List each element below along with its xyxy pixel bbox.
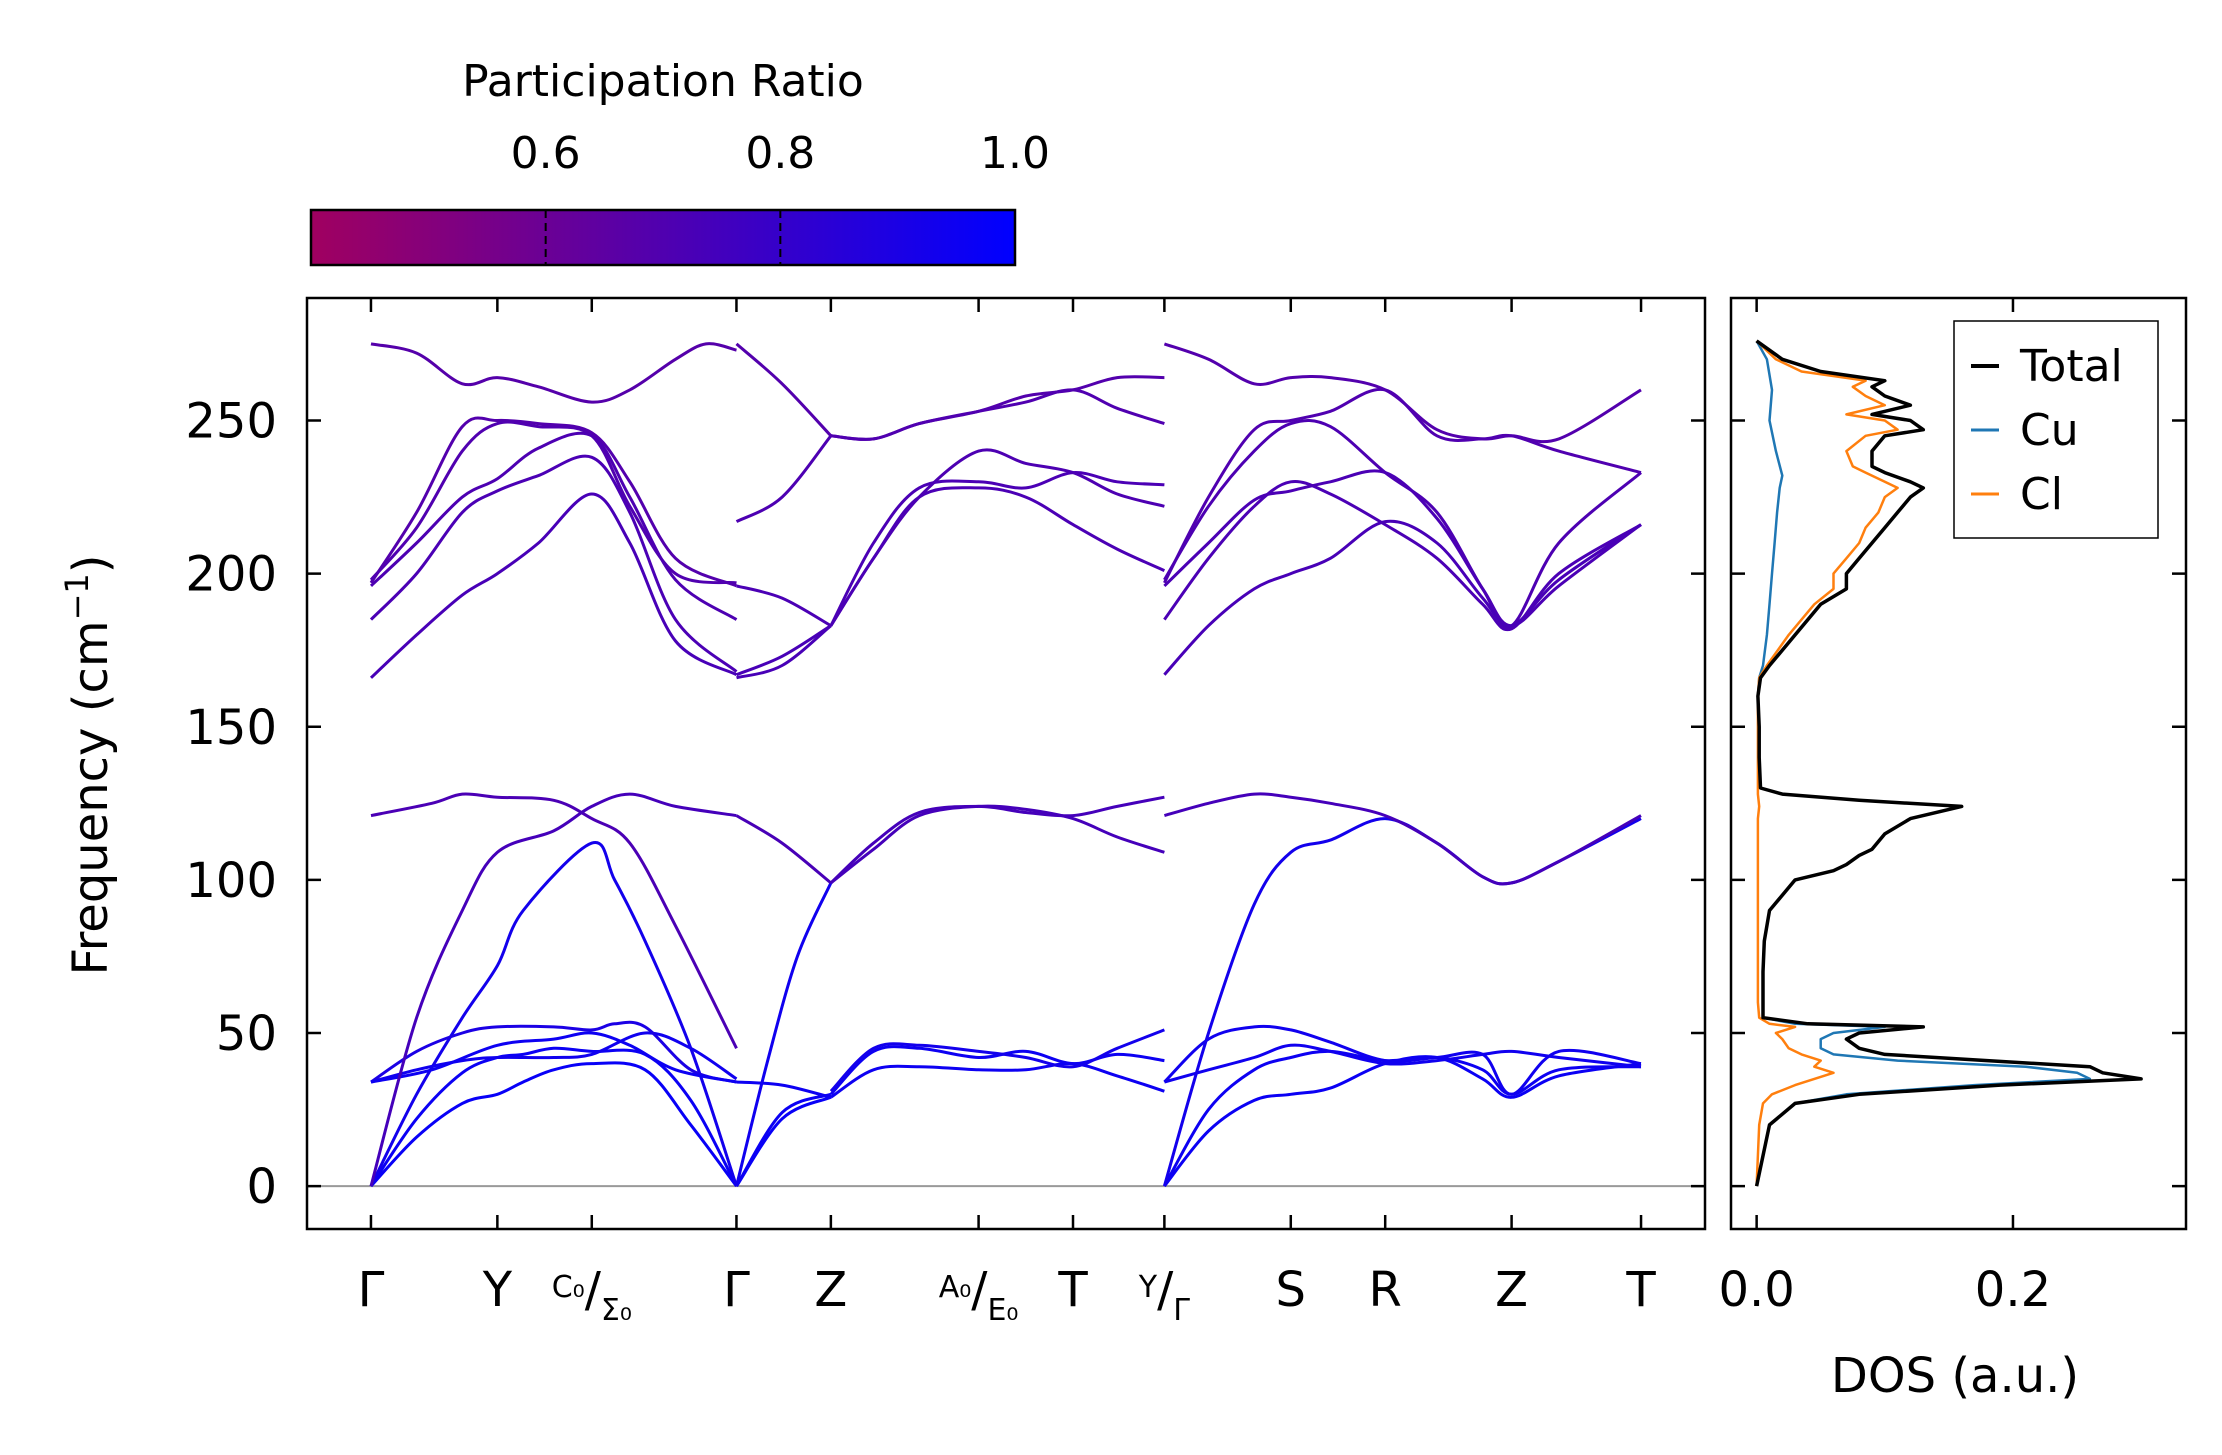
- phonon-bands: [369, 342, 1642, 1188]
- colorbar-tick-label: 0.6: [511, 128, 581, 179]
- band-ys-low-4: [1164, 1043, 1642, 1084]
- x-tick-label: T: [1057, 1262, 1088, 1318]
- band-hi-2: [369, 416, 738, 588]
- band-ac-Gamma-Y-Sigma0-Gamma: [369, 1061, 738, 1188]
- y-axis-title-close: ): [63, 554, 119, 573]
- dos-curve-cl: [1755, 339, 1899, 1187]
- x-axis-title-dos: DOS (a.u.): [1831, 1348, 2079, 1404]
- band-mid-a: [370, 792, 738, 1049]
- band-gz-hi-3: [736, 584, 832, 628]
- y-tick-label: 0: [246, 1159, 277, 1215]
- legend-label-cl: Cl: [2020, 469, 2063, 520]
- dos-curve-total: [1754, 339, 2143, 1187]
- dos-curves: [1754, 339, 2143, 1187]
- x-tick-label-slash: /: [585, 1262, 602, 1318]
- y-tick-label: 50: [216, 1006, 277, 1062]
- band-gz-flat-1: [736, 1080, 832, 1099]
- band-gz-hi-4: [735, 624, 832, 677]
- legend-label-cu: Cu: [2020, 405, 2079, 456]
- dos-panel: 0.0 0.2 DOS (a.u.) Total Cu Cl: [1718, 296, 2188, 1404]
- colorbar-title: Participation Ratio: [462, 56, 864, 107]
- band-gz-ac-2: [735, 1092, 832, 1187]
- x-tick-label-upper: A₀: [939, 1270, 972, 1305]
- band-hi-3: [369, 420, 737, 585]
- band-ze-hi-4: [829, 471, 1165, 627]
- band-ys-mid-2: [1163, 792, 1642, 886]
- colorbar: Participation Ratio 0.6 0.8 1.0: [309, 56, 1050, 267]
- x-tick-label: Z: [814, 1262, 847, 1318]
- x-tick-label: Γ: [358, 1262, 385, 1318]
- band-mid-b: [369, 792, 737, 1187]
- colorbar-gradient: [309, 208, 1017, 267]
- band-ys-hi-6: [1163, 519, 1642, 676]
- x-tick-label: Y/Γ: [1138, 1262, 1191, 1328]
- band-ys-mid-1: [1162, 817, 1642, 1187]
- y-tick-label: 250: [185, 394, 277, 450]
- band-ze-hi-5: [829, 486, 1166, 627]
- band-gz-hi-2: [735, 434, 833, 523]
- band-ys-hi-1: [1163, 342, 1642, 444]
- x-tick-label-lower: E₀: [987, 1293, 1018, 1328]
- band-ys-hi-2: [1163, 387, 1642, 584]
- colorbar-tick-label: 1.0: [980, 128, 1050, 179]
- band-hi-6: [369, 492, 738, 679]
- legend-label-total: Total: [2019, 341, 2123, 392]
- band-ys-low-3: [1163, 1024, 1642, 1096]
- band-ys-low-2: [1163, 1049, 1642, 1187]
- band-plot-frame: [305, 296, 1707, 1231]
- band-ac-Gamma-Y-Sigma0-Gamma-3: [369, 841, 738, 1187]
- band-flat-3: [370, 1031, 737, 1084]
- band-ys-hi-5: [1163, 479, 1642, 632]
- y-tick-label: 200: [185, 547, 277, 603]
- x-tick-label: S: [1276, 1262, 1306, 1318]
- x-tick-label: A₀/E₀: [939, 1262, 1019, 1328]
- x-tick-label: Γ: [723, 1262, 750, 1318]
- y-tick-label: 150: [185, 700, 277, 756]
- band-ze-low-1: [830, 1062, 1165, 1099]
- band-ze-hi-3: [829, 448, 1165, 627]
- dos-x-tick-label: 0.0: [1718, 1262, 1794, 1318]
- x-tick-label: Z: [1495, 1262, 1528, 1318]
- band-ac-Gamma-Y-Sigma0-Gamma-2: [369, 1046, 738, 1187]
- band-gz-hi-5: [736, 624, 832, 680]
- x-tick-label-upper: Y: [1138, 1270, 1158, 1305]
- dos-plot-frame: [1729, 296, 2188, 1231]
- band-hi-4: [369, 431, 738, 621]
- colorbar-tick-label: 0.8: [745, 128, 815, 179]
- band-ze-mid-2: [829, 795, 1165, 884]
- x-tick-label-upper: C₀: [552, 1270, 585, 1305]
- x-tick-label-slash: /: [1157, 1262, 1174, 1318]
- legend: Total Cu Cl: [1953, 320, 2159, 539]
- band-flat-1: [370, 1031, 738, 1084]
- x-tick-label: R: [1369, 1262, 1402, 1318]
- band-ze-hi-2: [830, 388, 1165, 441]
- band-gz-ac-3: [735, 882, 833, 1187]
- band-ys-hi-3: [1163, 419, 1642, 629]
- x-tick-label: C₀/Σ₀: [552, 1262, 632, 1328]
- band-hi-5: [369, 454, 738, 673]
- band-hi-1: [370, 342, 737, 404]
- colorbar-ticks: 0.6 0.8 1.0: [511, 128, 1050, 265]
- dos-axes: 0.0 0.2: [1718, 298, 2186, 1318]
- x-tick-label: T: [1625, 1262, 1656, 1318]
- band-ys-low-1: [1163, 1055, 1642, 1188]
- x-tick-label-slash: /: [971, 1262, 988, 1318]
- y-axis-title-sup: −1: [58, 573, 96, 620]
- band-flat-2: [370, 1020, 737, 1084]
- y-axis-title-main: Frequency (cm: [63, 620, 119, 975]
- x-tick-label: Y: [482, 1262, 513, 1318]
- band-ys-hi-4: [1163, 469, 1642, 628]
- y-tick-label: 100: [185, 853, 277, 909]
- band-gz-mid: [735, 814, 832, 885]
- band-ze-low-3: [829, 1028, 1165, 1093]
- band-gz-hi-1: [735, 342, 832, 437]
- band-ze-mid-1: [829, 804, 1165, 885]
- x-tick-label-lower: Γ: [1173, 1293, 1190, 1328]
- x-tick-label-lower: Σ₀: [601, 1293, 632, 1328]
- y-axis-title: Frequency (cm−1): [58, 554, 119, 975]
- dos-x-tick-label: 0.2: [1975, 1262, 2051, 1318]
